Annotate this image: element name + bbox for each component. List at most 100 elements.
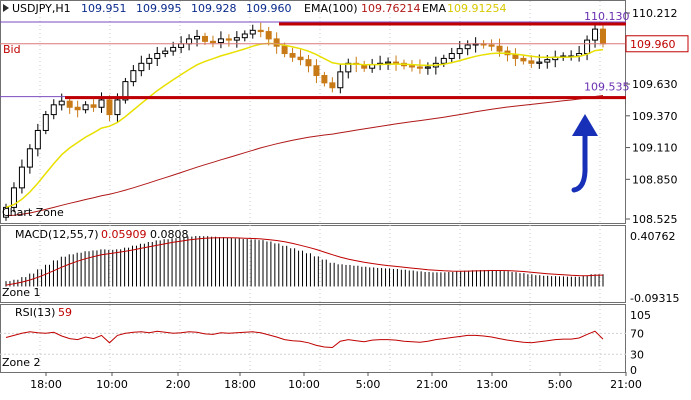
candle-body <box>106 99 113 116</box>
candle-body <box>122 81 129 101</box>
macd-tick-label: -0.09315 <box>630 292 679 305</box>
candle-body <box>241 33 248 39</box>
candle-body <box>225 38 232 41</box>
candle-body <box>289 53 296 58</box>
candle-body <box>329 82 336 89</box>
ema100-line <box>5 95 604 217</box>
candle-body <box>114 99 121 116</box>
candle-body <box>10 187 17 208</box>
current-price-label: 109.960 <box>630 38 676 51</box>
rsi-value: 59 <box>58 306 72 319</box>
candle-body <box>194 35 201 40</box>
macd-main-value: 0.05909 <box>101 228 147 241</box>
price-tick-label: 109.630 <box>632 78 678 91</box>
time-tick-label: 21:00 <box>416 378 448 391</box>
candle-body <box>154 53 161 59</box>
candle-body <box>146 57 153 64</box>
rsi-tick-label: 70 <box>630 327 644 340</box>
zone1-label: Zone 1 <box>2 286 41 299</box>
rsi-line <box>5 330 604 349</box>
candle-body <box>393 61 400 64</box>
candle-body <box>281 45 288 55</box>
rsi-tick-label: 0 <box>630 364 637 377</box>
candle-body <box>66 100 73 108</box>
chart-zone-label: Chart Zone <box>2 206 64 219</box>
candle-body <box>58 100 65 106</box>
candle-body <box>488 44 495 47</box>
zone2-label: Zone 2 <box>2 356 41 369</box>
candle-body <box>217 38 224 44</box>
candle-body <box>42 114 49 131</box>
macd-axis: 0.40762 -0.09315 <box>630 230 679 305</box>
candle-body <box>202 35 208 42</box>
rsi-label: RSI(13) <box>15 306 55 319</box>
arrow-up-annotation <box>571 114 598 193</box>
candle-body <box>416 66 423 69</box>
macd-pane-frame <box>0 225 626 303</box>
candle-body <box>98 99 105 108</box>
candle-body <box>90 104 97 108</box>
rsi-grid <box>0 332 626 355</box>
candle-body <box>305 59 312 67</box>
macd-signal-path <box>5 237 604 286</box>
time-tick-label: 18:00 <box>30 378 62 391</box>
rsi-path <box>5 330 604 349</box>
candle-body <box>424 66 431 69</box>
candle-body <box>170 46 177 52</box>
ema100-label: EMA(100) <box>304 2 358 15</box>
candle-body <box>496 45 503 52</box>
candle-body <box>456 48 463 55</box>
price-tick-label: 110.212 <box>632 7 678 20</box>
candle-body <box>313 65 320 77</box>
candle-body <box>186 38 193 45</box>
candle-body <box>440 57 447 64</box>
time-tick-label: 5:00 <box>356 378 381 391</box>
candle-body <box>18 166 25 189</box>
candle-body <box>130 70 137 83</box>
candle-body <box>74 106 81 111</box>
candle-body <box>82 104 89 111</box>
ema100-path <box>5 95 604 217</box>
bid-label: Bid <box>3 43 21 56</box>
ema13-line <box>5 42 604 209</box>
support-label: 109.535 <box>584 81 630 94</box>
candle-body <box>520 57 527 62</box>
candle-body <box>337 71 344 89</box>
open-value: 109.951 <box>81 2 127 15</box>
candle-body <box>321 75 328 84</box>
close-value: 109.960 <box>246 2 292 15</box>
resistance-label: 110.130 <box>584 10 630 23</box>
chart-header: USDJPY,H1 109.951 109.995 109.928 109.96… <box>3 2 507 15</box>
candle-body <box>536 61 543 64</box>
price-tick-label: 108.850 <box>632 173 678 186</box>
symbol-menu-icon[interactable] <box>3 4 9 12</box>
candle-body <box>408 65 415 68</box>
candle-body <box>162 50 169 55</box>
rsi-axis: 105 70 30 0 <box>630 309 651 377</box>
rsi-tick-label: 105 <box>630 309 651 322</box>
candle-body <box>297 56 304 61</box>
candle-body <box>26 148 33 168</box>
candle-body <box>464 44 471 50</box>
macd-tick-label: 0.40762 <box>630 230 676 243</box>
candle-body <box>249 29 256 35</box>
candle-body <box>592 28 599 41</box>
time-tick-label: 10:00 <box>96 378 128 391</box>
price-tick-label: 109.110 <box>632 142 678 155</box>
candle-body <box>528 60 535 64</box>
time-tick-label: 13:00 <box>476 378 508 391</box>
candle-body <box>273 38 280 47</box>
ema13-value: 109.91254 <box>447 2 507 15</box>
time-tick-label: 10:00 <box>288 378 320 391</box>
candle-body <box>34 129 41 150</box>
candle-body <box>584 39 591 55</box>
candle-body <box>257 29 264 33</box>
candle-body <box>50 104 57 116</box>
candle-body <box>600 28 606 45</box>
candle-body <box>138 62 145 72</box>
candle-body <box>265 31 272 40</box>
candle-body <box>385 61 392 64</box>
low-value: 109.928 <box>191 2 237 15</box>
price-tick-label: 108.525 <box>632 213 678 226</box>
